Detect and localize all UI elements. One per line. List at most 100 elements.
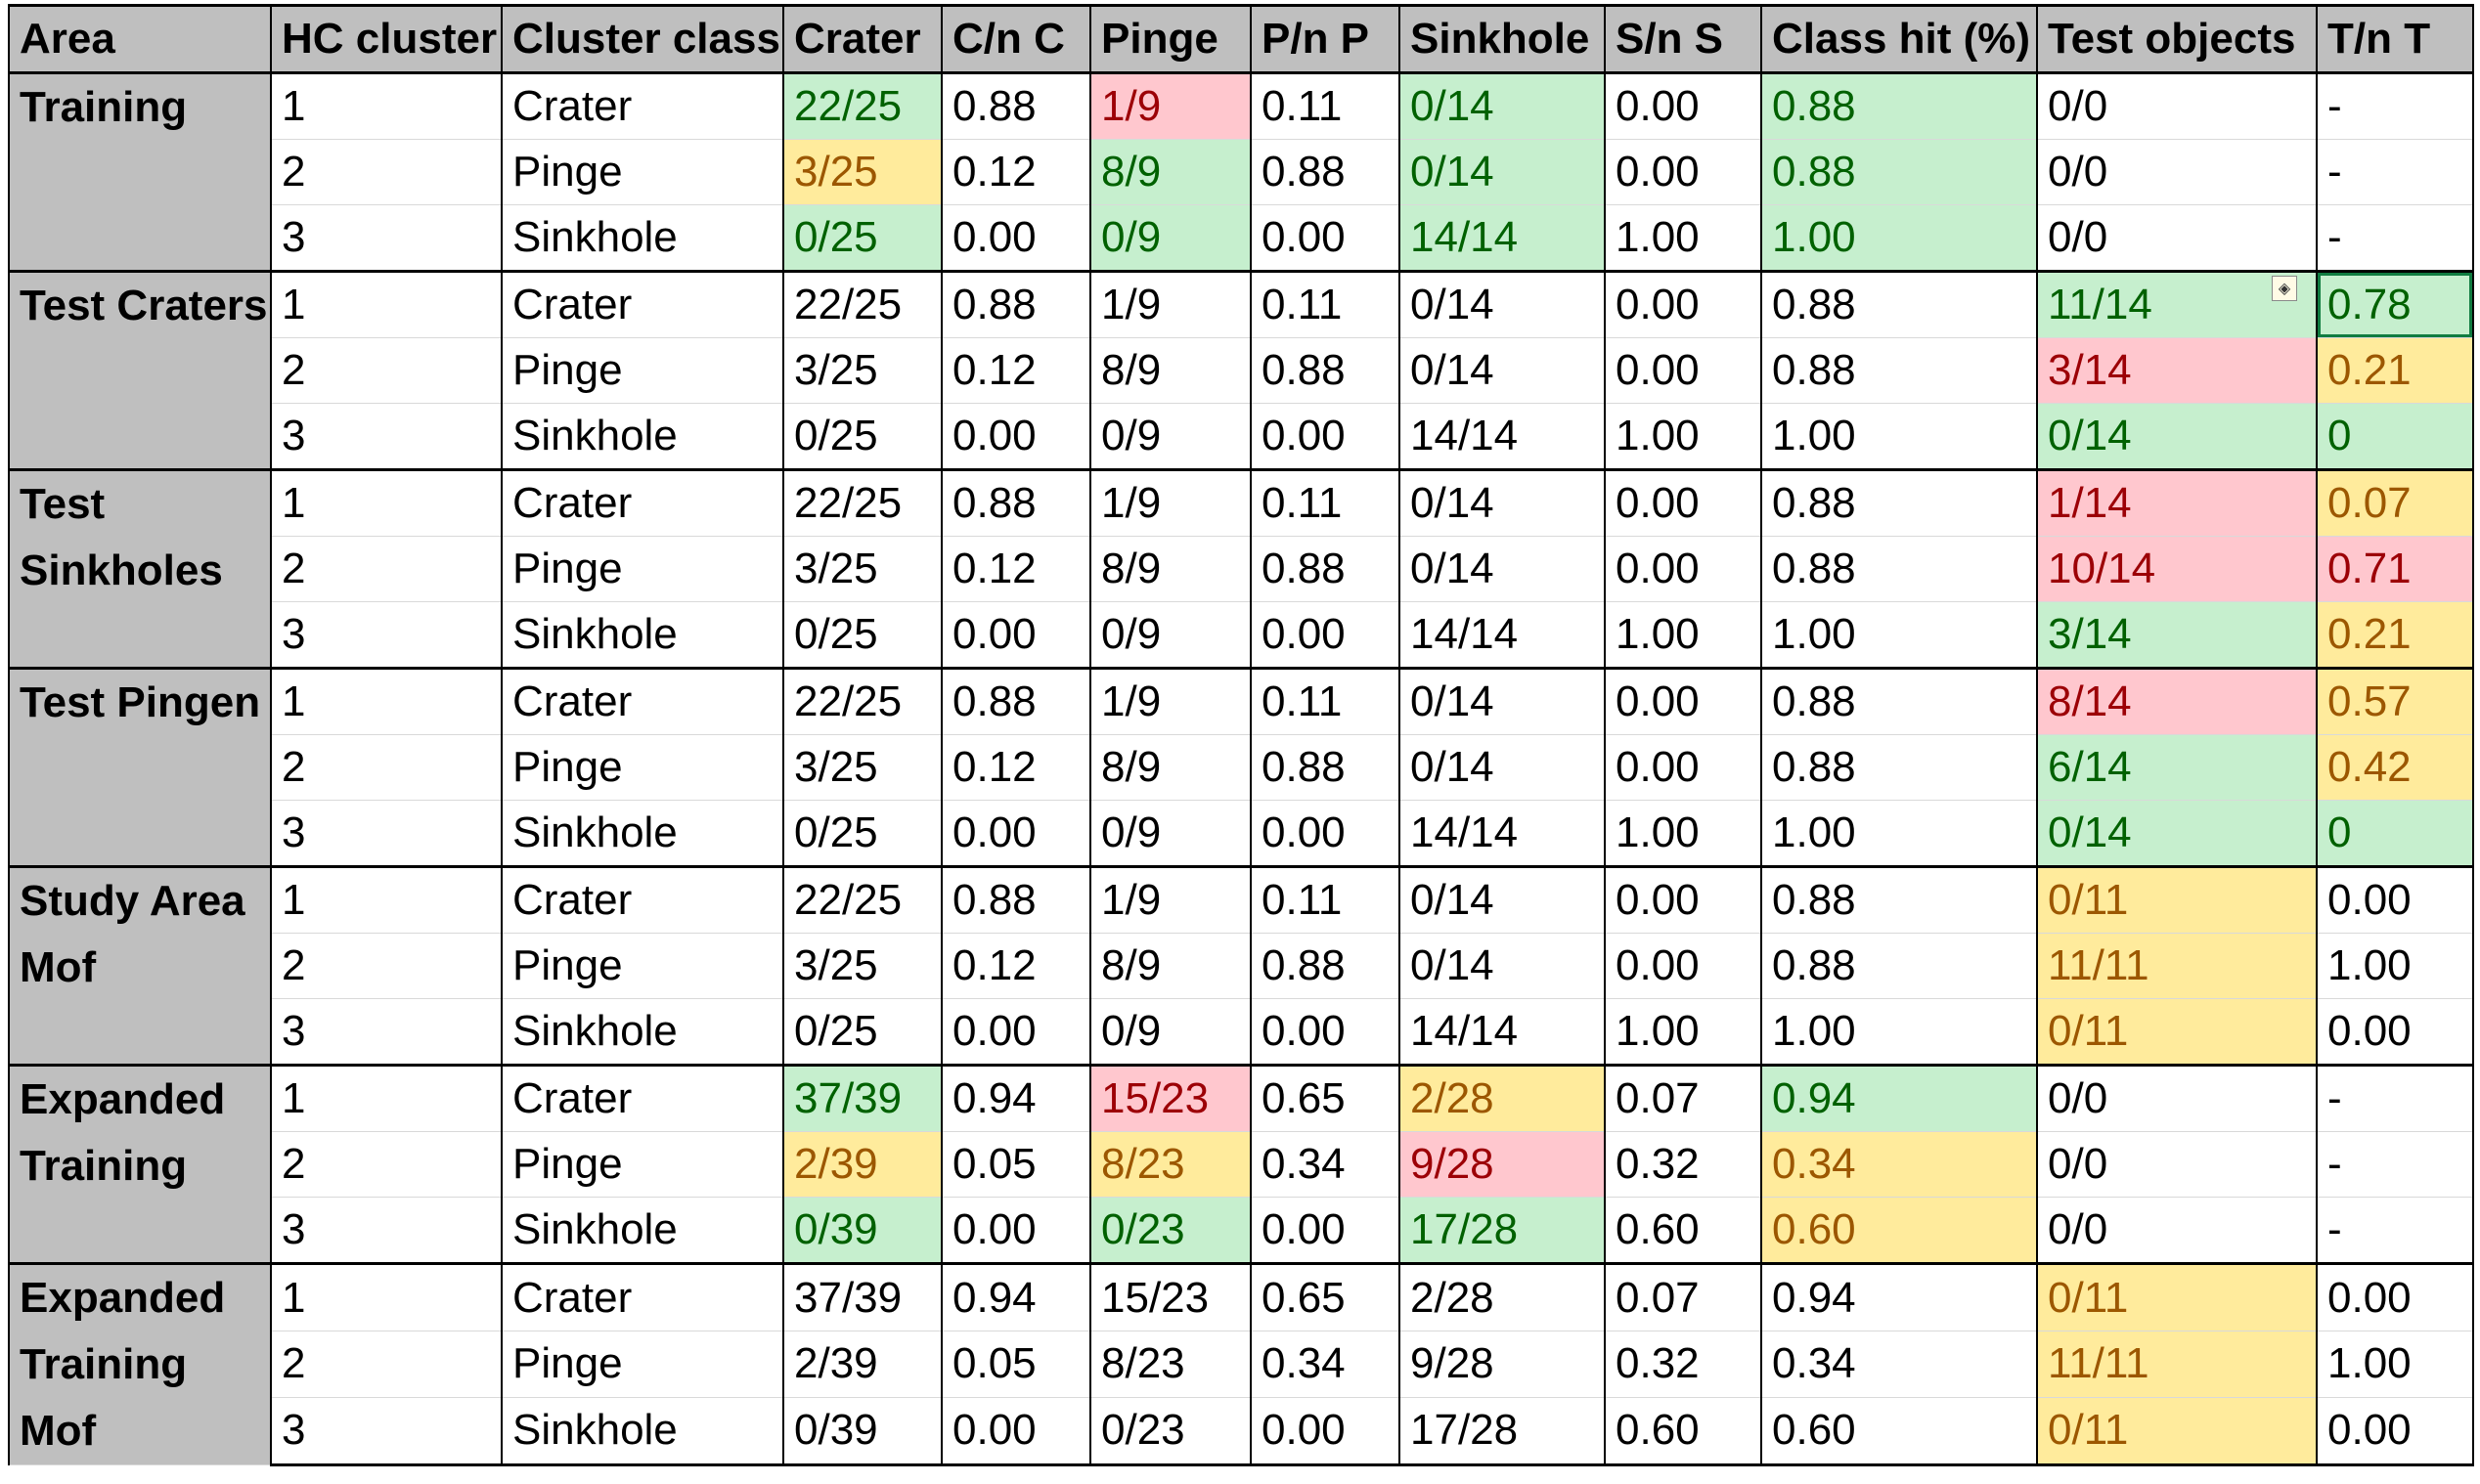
cell-pinge[interactable]: 1/9 — [1089, 71, 1252, 140]
cell-crater[interactable]: 22/25 — [782, 468, 943, 537]
header-cell-t-n-t[interactable]: T/n T — [2316, 4, 2474, 74]
cell-test-objects[interactable]: 1/14 — [2036, 468, 2318, 537]
cell-cluster-class[interactable]: Sinkhole — [501, 1197, 784, 1265]
cell-pinge[interactable]: 15/23 — [1089, 1064, 1252, 1132]
cell-t-n-t[interactable]: 0 — [2316, 403, 2474, 471]
cell-c-n-c[interactable]: 0.00 — [941, 1396, 1091, 1467]
cell-pinge[interactable]: 0/23 — [1089, 1197, 1252, 1265]
header-cell-pinge[interactable]: Pinge — [1089, 4, 1252, 74]
cell-t-n-t[interactable]: 0.00 — [2316, 1262, 2474, 1331]
cell-c-n-c[interactable]: 0.12 — [941, 139, 1091, 205]
cell-pinge[interactable]: 8/23 — [1089, 1331, 1252, 1398]
cell-hc-cluster[interactable]: 1 — [270, 865, 503, 934]
cell-crater[interactable]: 22/25 — [782, 270, 943, 338]
cell-c-n-c[interactable]: 0.05 — [941, 1331, 1091, 1398]
cell-sinkhole[interactable]: 0/14 — [1398, 337, 1606, 404]
cell-t-n-t[interactable]: - — [2316, 1131, 2474, 1198]
cell-p-n-p[interactable]: 0.88 — [1250, 933, 1400, 999]
cell-s-n-s[interactable]: 0.00 — [1604, 139, 1762, 205]
cell-s-n-s[interactable]: 0.07 — [1604, 1064, 1762, 1132]
cell-crater[interactable]: 22/25 — [782, 71, 943, 140]
cell-cluster-class[interactable]: Sinkhole — [501, 601, 784, 670]
cell-sinkhole[interactable]: 0/14 — [1398, 468, 1606, 537]
cell-hc-cluster[interactable]: 2 — [270, 139, 503, 205]
cell-t-n-t[interactable]: 0.07 — [2316, 468, 2474, 537]
cell-crater[interactable]: 22/25 — [782, 667, 943, 735]
cell-p-n-p[interactable]: 0.88 — [1250, 734, 1400, 801]
cell-test-objects[interactable]: 0/14 — [2036, 800, 2318, 868]
cell-t-n-t[interactable]: - — [2316, 139, 2474, 205]
cell-t-n-t[interactable]: - — [2316, 71, 2474, 140]
cell-hc-cluster[interactable]: 3 — [270, 601, 503, 670]
cell-hc-cluster[interactable]: 1 — [270, 71, 503, 140]
cell-sinkhole[interactable]: 0/14 — [1398, 734, 1606, 801]
cell-sinkhole[interactable]: 17/28 — [1398, 1197, 1606, 1265]
cell-class-hit[interactable]: 1.00 — [1760, 204, 2038, 273]
cell-c-n-c[interactable]: 0.88 — [941, 71, 1091, 140]
cell-pinge[interactable]: 0/9 — [1089, 601, 1252, 670]
header-cell-c-n-c[interactable]: C/n C — [941, 4, 1091, 74]
cell-c-n-c[interactable]: 0.00 — [941, 601, 1091, 670]
cell-c-n-c[interactable]: 0.94 — [941, 1262, 1091, 1331]
cell-t-n-t[interactable]: 0.21 — [2316, 601, 2474, 670]
cell-sinkhole[interactable]: 9/28 — [1398, 1131, 1606, 1198]
cell-pinge[interactable]: 8/23 — [1089, 1131, 1252, 1198]
header-cell-crater[interactable]: Crater — [782, 4, 943, 74]
cell-p-n-p[interactable]: 0.65 — [1250, 1064, 1400, 1132]
header-cell-p-n-p[interactable]: P/n P — [1250, 4, 1400, 74]
cell-p-n-p[interactable]: 0.11 — [1250, 468, 1400, 537]
area-cell[interactable]: Test Craters — [8, 270, 272, 470]
cell-pinge[interactable]: 0/9 — [1089, 403, 1252, 471]
cell-hc-cluster[interactable]: 2 — [270, 536, 503, 602]
cell-p-n-p[interactable]: 0.88 — [1250, 337, 1400, 404]
cell-hc-cluster[interactable]: 3 — [270, 1197, 503, 1265]
cell-cluster-class[interactable]: Sinkhole — [501, 998, 784, 1067]
cell-s-n-s[interactable]: 1.00 — [1604, 998, 1762, 1067]
cell-crater[interactable]: 0/25 — [782, 204, 943, 273]
header-cell-area[interactable]: Area — [8, 4, 272, 74]
cell-crater[interactable]: 37/39 — [782, 1064, 943, 1132]
cell-class-hit[interactable]: 1.00 — [1760, 403, 2038, 471]
cell-p-n-p[interactable]: 0.00 — [1250, 998, 1400, 1067]
cell-class-hit[interactable]: 0.34 — [1760, 1131, 2038, 1198]
cell-t-n-t[interactable]: 1.00 — [2316, 933, 2474, 999]
cell-test-objects[interactable]: 10/14 — [2036, 536, 2318, 602]
cell-pinge[interactable]: 1/9 — [1089, 270, 1252, 338]
cell-c-n-c[interactable]: 0.88 — [941, 270, 1091, 338]
cell-hc-cluster[interactable]: 2 — [270, 1131, 503, 1198]
cell-class-hit[interactable]: 0.88 — [1760, 667, 2038, 735]
cell-hc-cluster[interactable]: 3 — [270, 998, 503, 1067]
cell-cluster-class[interactable]: Pinge — [501, 1331, 784, 1398]
cell-pinge[interactable]: 8/9 — [1089, 337, 1252, 404]
cell-s-n-s[interactable]: 0.00 — [1604, 337, 1762, 404]
cell-s-n-s[interactable]: 0.07 — [1604, 1262, 1762, 1331]
cell-cluster-class[interactable]: Sinkhole — [501, 800, 784, 868]
cell-sinkhole[interactable]: 2/28 — [1398, 1262, 1606, 1331]
cell-pinge[interactable]: 0/23 — [1089, 1396, 1252, 1467]
cell-c-n-c[interactable]: 0.12 — [941, 536, 1091, 602]
cell-c-n-c[interactable]: 0.00 — [941, 1197, 1091, 1265]
area-cell[interactable]: Expanded Training — [8, 1064, 272, 1264]
cell-pinge[interactable]: 1/9 — [1089, 667, 1252, 735]
cell-class-hit[interactable]: 0.88 — [1760, 337, 2038, 404]
cell-hc-cluster[interactable]: 3 — [270, 1396, 503, 1467]
cell-pinge[interactable]: 8/9 — [1089, 139, 1252, 205]
cell-sinkhole[interactable]: 14/14 — [1398, 403, 1606, 471]
cell-cluster-class[interactable]: Crater — [501, 270, 784, 338]
cell-class-hit[interactable]: 0.94 — [1760, 1064, 2038, 1132]
cell-class-hit[interactable]: 1.00 — [1760, 998, 2038, 1067]
cell-s-n-s[interactable]: 0.60 — [1604, 1197, 1762, 1265]
cell-test-objects[interactable]: 6/14 — [2036, 734, 2318, 801]
cell-test-objects[interactable]: 0/0 — [2036, 139, 2318, 205]
cell-class-hit[interactable]: 0.88 — [1760, 536, 2038, 602]
cell-class-hit[interactable]: 0.60 — [1760, 1396, 2038, 1467]
cell-s-n-s[interactable]: 0.00 — [1604, 933, 1762, 999]
cell-t-n-t[interactable]: 0.71 — [2316, 536, 2474, 602]
cell-test-objects[interactable]: 11/14 — [2036, 270, 2318, 338]
header-cell-sinkhole[interactable]: Sinkhole — [1398, 4, 1606, 74]
area-cell[interactable]: Test Pingen — [8, 667, 272, 867]
cell-cluster-class[interactable]: Sinkhole — [501, 204, 784, 273]
cell-sinkhole[interactable]: 0/14 — [1398, 933, 1606, 999]
area-cell[interactable]: Training — [8, 71, 272, 272]
cell-pinge[interactable]: 0/9 — [1089, 800, 1252, 868]
